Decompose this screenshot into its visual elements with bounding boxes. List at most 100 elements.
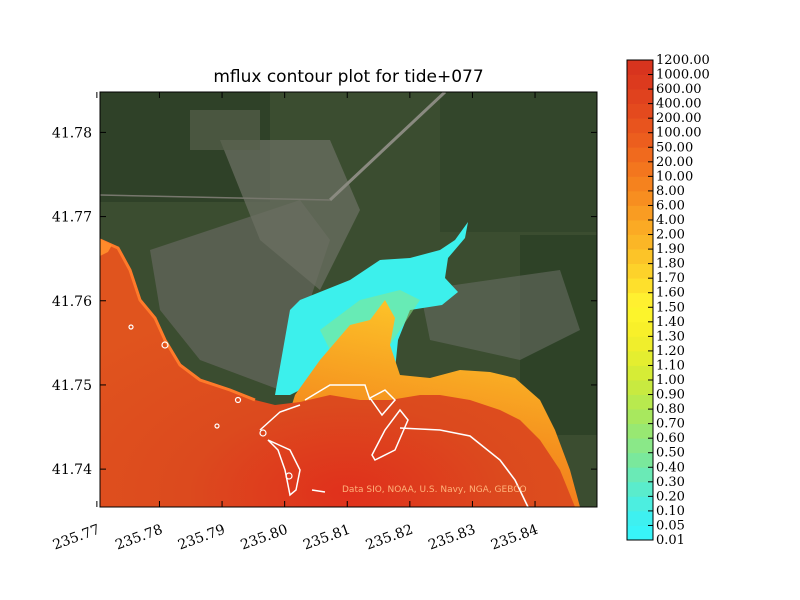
colorbar-segment	[627, 321, 653, 337]
colorbar-label: 400.00	[656, 97, 702, 112]
colorbar-label: 200.00	[656, 111, 702, 126]
ocean-high-flux	[100, 240, 575, 507]
x-tick-label: 235.77	[51, 522, 103, 554]
colorbar-label: 0.90	[656, 388, 685, 403]
colorbar-label: 1.60	[656, 286, 685, 301]
shoreline-edge	[100, 238, 256, 402]
urban-area	[190, 110, 260, 150]
colorbar-label: 6.00	[656, 198, 685, 213]
colorbar-label: 1200.00	[656, 53, 710, 68]
y-tick-label: 41.74	[52, 462, 92, 478]
road-line	[100, 194, 331, 201]
colorbar-label: 1.00	[656, 373, 685, 388]
colorbar-segment	[627, 74, 653, 90]
x-tick-label: 235.82	[364, 522, 416, 554]
colorbar-segment	[627, 496, 653, 512]
highway-line	[328, 92, 447, 202]
x-tick-label: 235.84	[489, 522, 541, 554]
colorbar-segment	[627, 220, 653, 235]
colorbar-label: 1.40	[656, 315, 685, 330]
colorbar-label: 20.00	[656, 155, 693, 170]
colorbar-segment	[627, 234, 653, 250]
colorbar-label: 1.50	[656, 300, 685, 315]
x-tick-label: 235.80	[239, 522, 291, 554]
y-tick-label: 41.75	[52, 378, 92, 394]
colorbar-segment	[627, 467, 653, 483]
colorbar-segment	[627, 307, 653, 323]
colorbar-label: 1.80	[656, 257, 685, 272]
x-tick-label: 235.79	[176, 522, 228, 554]
colorbar-segment	[627, 60, 653, 75]
colorbar: 0.010.050.100.200.300.400.500.600.700.80…	[626, 53, 710, 548]
colorbar-label: 1.10	[656, 358, 685, 373]
colorbar-segment	[627, 205, 653, 221]
colorbar-segment	[627, 263, 653, 279]
colorbar-segment	[627, 481, 653, 497]
colorbar-label: 0.80	[656, 402, 685, 417]
jetty-outline	[304, 384, 371, 401]
colorbar-segment	[627, 365, 653, 381]
colorbar-segment	[627, 452, 653, 468]
colorbar-label: 100.00	[656, 126, 702, 141]
x-tick-label: 235.81	[301, 522, 353, 554]
urban-area	[220, 140, 360, 290]
colorbar-label: 0.10	[656, 504, 685, 519]
colorbar-segment	[627, 132, 653, 148]
colorbar-label: 0.70	[656, 417, 685, 432]
colorbar-segment	[627, 525, 653, 541]
plot-area: Data SIO, NOAA, U.S. Navy, NGA, GEBCO	[100, 92, 597, 507]
colorbar-segment	[627, 89, 653, 105]
rock-outline	[161, 341, 169, 349]
colorbar-label: 50.00	[656, 140, 693, 155]
colorbar-segment	[627, 278, 653, 294]
rock-outline	[214, 423, 220, 429]
rock-outline	[234, 396, 242, 404]
colorbar-segment	[627, 190, 653, 206]
y-axis-ticks: 41.74 41.75 41.76 41.77 41.78	[52, 125, 597, 478]
shoreline-edge	[100, 239, 112, 256]
colorbar-label: 8.00	[656, 184, 685, 199]
breakwater-outline	[267, 439, 301, 497]
colorbar-segment	[627, 336, 653, 352]
colorbar-segment	[627, 103, 653, 119]
colorbar-segment	[627, 510, 653, 526]
rock-outline	[259, 429, 267, 437]
colorbar-label: 0.20	[656, 489, 685, 504]
shore-contour	[311, 489, 326, 493]
colorbar-label: 4.00	[656, 213, 685, 228]
colorbar-segment	[627, 118, 653, 134]
colorbar-segment	[627, 380, 653, 395]
colorbar-label: 10.00	[656, 169, 693, 184]
colorbar-segment	[627, 438, 653, 454]
jetty-outline	[259, 404, 301, 431]
colorbar-label: 0.05	[656, 518, 685, 533]
colorbar-label: 1000.00	[656, 68, 710, 83]
chart-title: mflux contour plot for tide+077	[213, 67, 484, 87]
colorbar-label: 0.60	[656, 431, 685, 446]
plot-frame	[99, 91, 598, 508]
y-tick-label: 41.78	[52, 125, 92, 141]
rock-outline	[285, 472, 293, 480]
island-outline	[368, 389, 397, 417]
colorbar-label: 0.01	[656, 533, 685, 548]
basemap-attribution: Data SIO, NOAA, U.S. Navy, NGA, GEBCO	[342, 485, 527, 495]
x-tick-label: 235.78	[113, 522, 165, 554]
colorbar-label: 0.40	[656, 460, 685, 475]
colorbar-segment	[627, 394, 653, 410]
colorbar-segment	[627, 176, 653, 192]
colorbar-label: 1.70	[656, 271, 685, 286]
rock-outline	[128, 324, 134, 330]
y-tick-label: 41.76	[52, 294, 92, 310]
pier-outline	[371, 408, 409, 461]
colorbar-label: 0.50	[656, 446, 685, 461]
colorbar-segment	[627, 423, 653, 439]
x-tick-label: 235.83	[426, 522, 478, 554]
urban-area	[420, 270, 580, 360]
colorbar-label: 2.00	[656, 228, 685, 243]
colorbar-label: 1.20	[656, 344, 685, 359]
colorbar-segment	[627, 409, 653, 425]
colorbar-segment	[627, 161, 653, 177]
colorbar-segment	[627, 249, 653, 265]
colorbar-segment	[627, 147, 653, 163]
